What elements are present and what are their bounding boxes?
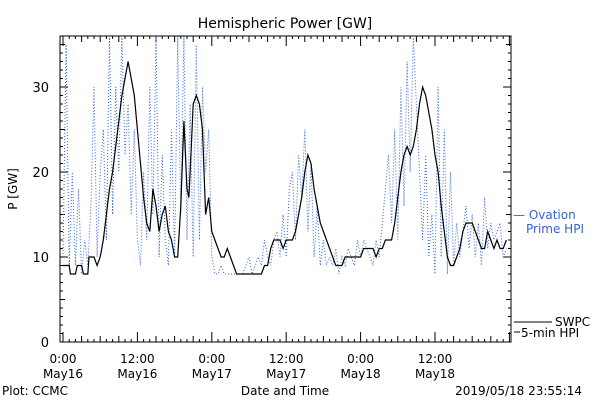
y-axis: 0 10 20 30 [32,44,511,351]
plot-credit: Plot: CCMC [2,384,68,398]
x-tick-date: May18 [341,367,381,381]
series-ovation-line [62,35,507,276]
y-tick-label: 20 [32,166,49,181]
legend-swpc-line2: 5-min HPI [521,326,579,340]
legend: — Ovation Prime HPI SWPC 5-min HPI [513,208,590,340]
series-swpc-line [63,61,507,275]
x-tick-time: 12:00 [418,352,453,366]
chart-title: Hemispheric Power [GW] [198,16,373,32]
x-tick-date: May16 [117,367,157,381]
x-tick-time: 0:00 [198,352,225,366]
x-tick-time: 0:00 [347,352,374,366]
legend-ovation-line2: Prime HPI [526,222,584,236]
y-tick-label: 10 [32,251,49,266]
x-tick-date: May16 [43,367,83,381]
plot-frame [59,35,512,343]
series-layer [62,35,507,276]
x-tick-time: 0:00 [50,352,77,366]
legend-swpc-line1: SWPC [555,315,590,329]
x-axis: 0:00May1612:00May160:00May1712:00May170:… [43,36,510,381]
x-tick-date: May17 [266,367,306,381]
y-tick-label: 0 [41,336,49,351]
x-tick-time: 12:00 [120,352,155,366]
legend-ovation-line1: — Ovation [513,208,576,222]
plot-area [59,35,512,343]
x-tick-date: May18 [415,367,455,381]
x-tick-time: 12:00 [269,352,304,366]
y-axis-label: P [GW] [6,168,20,210]
plot-timestamp: 2019/05/18 23:55:14 [455,384,582,398]
y-tick-label: 30 [32,81,49,96]
x-tick-date: May17 [192,367,232,381]
x-axis-label: Date and Time [241,384,329,398]
